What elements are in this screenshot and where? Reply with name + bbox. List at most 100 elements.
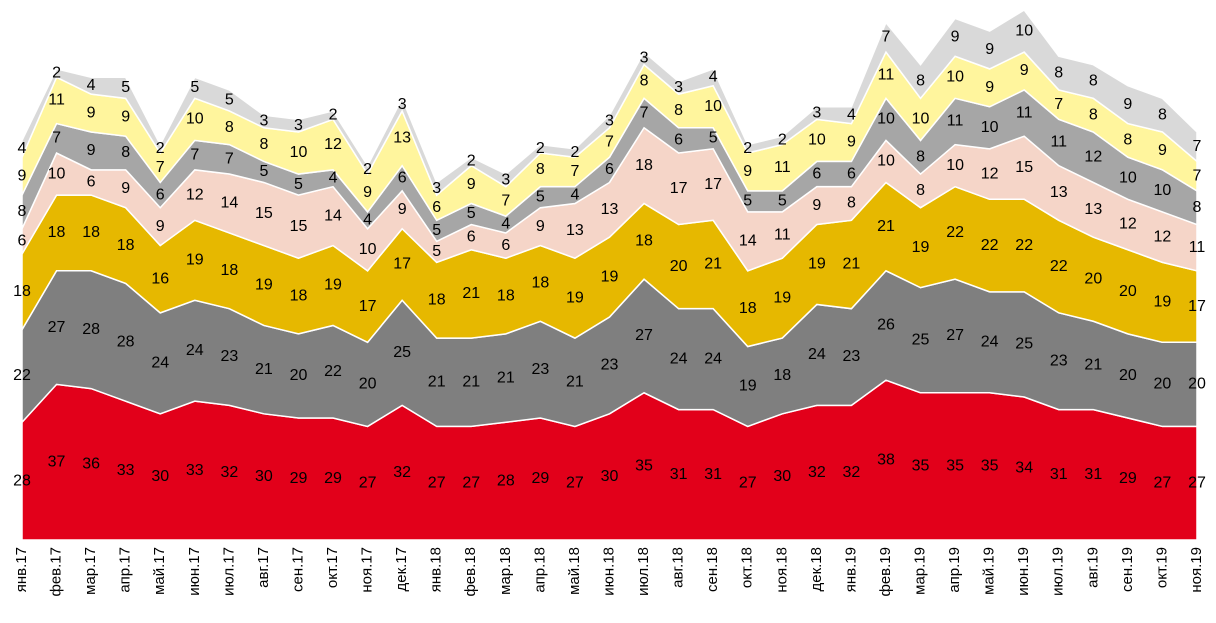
data-label: 8	[1089, 106, 1098, 123]
data-label: 27	[359, 474, 377, 491]
data-label: 27	[946, 327, 964, 344]
data-label: 27	[48, 319, 66, 336]
data-label: 5	[121, 79, 130, 96]
data-label: 27	[1154, 474, 1172, 491]
data-label: 11	[1189, 239, 1206, 256]
data-label: 20	[1188, 376, 1206, 393]
data-label: 8	[916, 148, 925, 165]
data-label: 19	[808, 256, 826, 273]
data-label: 12	[186, 186, 204, 203]
data-label: 7	[1193, 138, 1202, 155]
data-label: 2	[329, 106, 338, 123]
data-label: 17	[393, 256, 411, 273]
data-label: 10	[946, 69, 964, 86]
data-label: 31	[1084, 466, 1102, 483]
x-tick-label: май.19	[981, 547, 998, 595]
data-label: 9	[121, 108, 130, 125]
data-label: 7	[190, 146, 199, 163]
data-label: 4	[570, 186, 579, 203]
data-label: 29	[1119, 470, 1137, 487]
data-label: 9	[847, 134, 856, 151]
data-label: 8	[1089, 73, 1098, 90]
data-label: 6	[674, 132, 683, 149]
data-label: 10	[808, 132, 826, 149]
data-label: 4	[501, 216, 510, 233]
data-label: 9	[363, 184, 372, 201]
data-label: 5	[432, 222, 441, 239]
data-label: 30	[151, 468, 169, 485]
data-label: 8	[674, 102, 683, 119]
data-label: 4	[18, 140, 27, 157]
data-label: 8	[1193, 199, 1202, 216]
data-label: 23	[531, 361, 549, 378]
data-label: 13	[1050, 184, 1068, 201]
data-label: 8	[1054, 64, 1063, 81]
data-label: 11	[947, 113, 964, 130]
data-label: 6	[847, 165, 856, 182]
data-label: 33	[117, 462, 135, 479]
data-label: 5	[743, 193, 752, 210]
data-label: 6	[156, 186, 165, 203]
data-label: 9	[536, 218, 545, 235]
data-label: 27	[428, 474, 446, 491]
data-label: 27	[635, 327, 653, 344]
data-label: 21	[255, 361, 273, 378]
x-tick-label: мар.19	[911, 547, 928, 595]
data-label: 18	[531, 275, 549, 292]
data-label: 5	[259, 163, 268, 180]
data-label: 6	[432, 199, 441, 216]
data-label: 8	[259, 136, 268, 153]
data-label: 10	[186, 111, 204, 128]
data-label: 27	[1188, 474, 1206, 491]
data-label: 10	[48, 165, 66, 182]
data-label: 13	[566, 222, 584, 239]
data-label: 27	[739, 474, 757, 491]
data-label: 24	[808, 346, 826, 363]
data-label: 33	[186, 462, 204, 479]
data-label: 9	[398, 201, 407, 218]
data-label: 21	[1084, 357, 1102, 374]
data-label: 18	[290, 287, 308, 304]
data-label: 20	[1154, 376, 1172, 393]
data-label: 14	[324, 207, 342, 224]
data-label: 7	[501, 193, 510, 210]
data-label: 9	[156, 218, 165, 235]
data-label: 20	[1119, 283, 1137, 300]
data-label: 23	[843, 348, 861, 365]
data-label: 9	[121, 180, 130, 197]
data-label: 17	[704, 176, 722, 193]
data-label: 30	[773, 468, 791, 485]
x-tick-label: ноя.19	[1188, 547, 1205, 593]
data-label: 25	[393, 344, 411, 361]
data-label: 21	[497, 369, 515, 386]
data-label: 17	[1188, 298, 1206, 315]
data-label: 15	[1015, 159, 1033, 176]
data-label: 17	[359, 298, 377, 315]
data-label: 18	[82, 224, 100, 241]
data-label: 2	[156, 140, 165, 157]
data-label: 19	[739, 378, 757, 395]
data-label: 2	[570, 144, 579, 161]
data-label: 35	[912, 458, 930, 475]
data-label: 23	[601, 357, 619, 374]
x-tick-label: июн.18	[600, 547, 617, 596]
data-label: 13	[393, 130, 411, 147]
x-tick-label: авг.18	[670, 547, 687, 588]
data-label: 31	[704, 466, 722, 483]
data-label: 38	[877, 451, 895, 468]
x-tick-label: апр.19	[946, 547, 963, 593]
data-label: 2	[536, 140, 545, 157]
data-label: 5	[432, 243, 441, 260]
data-label: 37	[48, 453, 66, 470]
data-label: 24	[981, 334, 999, 351]
data-label: 8	[847, 195, 856, 212]
x-tick-label: дек.18	[808, 547, 825, 592]
data-label: 5	[190, 79, 199, 96]
data-label: 2	[743, 140, 752, 157]
data-label: 9	[1123, 96, 1132, 113]
data-label: 19	[773, 289, 791, 306]
data-label: 19	[324, 277, 342, 294]
data-label: 6	[812, 165, 821, 182]
data-label: 7	[1193, 167, 1202, 184]
x-tick-label: янв.17	[13, 547, 30, 592]
